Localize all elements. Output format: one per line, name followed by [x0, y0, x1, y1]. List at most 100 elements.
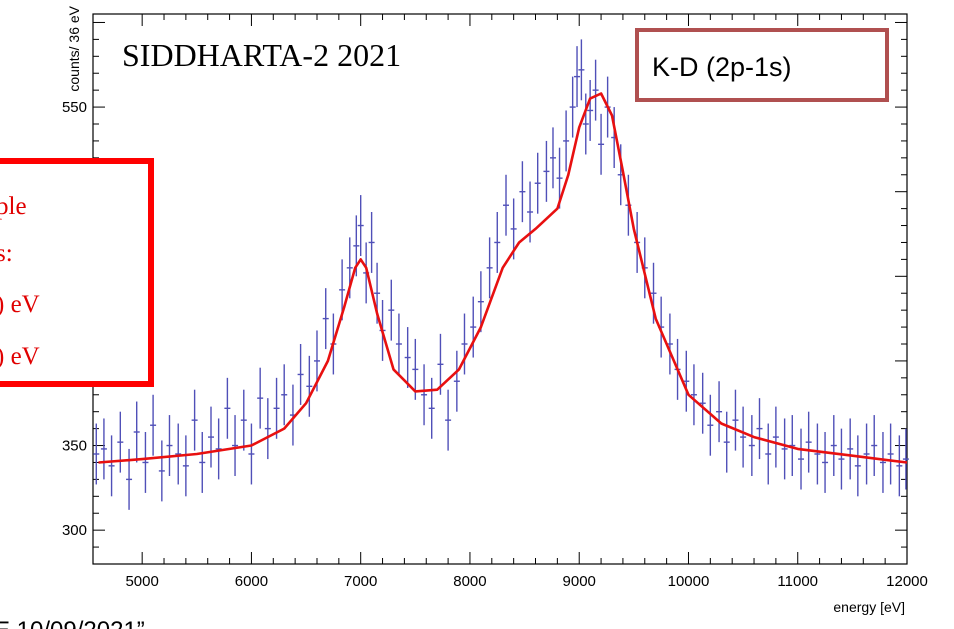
y-tick-labels: 300 350 550 [62, 99, 87, 539]
fit-curve-line [98, 92, 908, 464]
data-point [699, 372, 706, 434]
data-point [534, 152, 541, 214]
data-point [126, 448, 133, 510]
y-tick-label: 350 [62, 438, 87, 455]
data-point [395, 313, 402, 375]
data-point [854, 435, 861, 497]
data-point [368, 212, 375, 273]
data-point [388, 279, 395, 341]
data-point [879, 432, 886, 493]
x-tick-label: 11000 [777, 573, 818, 590]
data-point [224, 377, 231, 439]
data-point [199, 432, 206, 493]
data-point [519, 161, 526, 223]
annotation-line-1: ple [0, 193, 27, 220]
data-point [306, 355, 313, 417]
data-point [574, 46, 581, 108]
x-tick-label: 9000 [563, 573, 596, 590]
data-point [587, 80, 594, 141]
data-point [707, 394, 714, 456]
data-point [477, 271, 484, 333]
data-point [772, 406, 779, 468]
data-point [838, 428, 845, 490]
data-point [723, 411, 730, 473]
data-point [822, 432, 829, 493]
data-point [428, 377, 435, 439]
data-point [264, 398, 271, 460]
data-point [240, 389, 247, 451]
data-point [175, 423, 182, 485]
data-point [902, 428, 909, 490]
data-point [543, 140, 550, 202]
x-tick-label: 7000 [344, 573, 377, 590]
chart-title: SIDDHARTA-2 2021 [122, 37, 401, 73]
data-point [871, 415, 878, 476]
data-point [503, 174, 510, 236]
data-point [208, 406, 215, 468]
x-axis-title: energy [eV] [833, 599, 905, 615]
data-point [453, 350, 460, 412]
label-box-text: K-D (2p-1s) [652, 52, 792, 82]
x-tick-label: 5000 [125, 573, 158, 590]
data-point [598, 113, 605, 175]
data-point [182, 435, 189, 497]
data-point [461, 313, 468, 375]
data-point [756, 398, 763, 460]
data-point [117, 411, 124, 473]
data-point [863, 423, 870, 485]
footer-text: E 10/09/2021” [0, 617, 145, 629]
data-point [486, 237, 493, 299]
data-point [93, 423, 100, 485]
data-point [150, 394, 157, 456]
data-point [765, 423, 772, 485]
fit-series [98, 92, 908, 464]
data-point [789, 415, 796, 476]
data-point [133, 401, 140, 463]
data-point [847, 418, 854, 480]
data-point [578, 39, 585, 101]
data-point [100, 418, 107, 480]
data-point [732, 389, 739, 451]
data-point [814, 423, 821, 485]
y-axis-title: counts/ 36 eV [66, 5, 82, 91]
data-point [470, 296, 477, 358]
data-point [257, 367, 264, 429]
data-point [273, 377, 280, 439]
axis-ticks [93, 14, 908, 564]
data-point [421, 364, 428, 426]
annotation-line-3: ) eV [0, 291, 40, 318]
annotation-box [0, 158, 154, 387]
annotation-line-2: s: [0, 240, 13, 267]
data-point [142, 432, 149, 493]
y-tick-label: 550 [62, 99, 87, 116]
data-point [887, 423, 894, 485]
data-point [357, 195, 364, 256]
annotation-line-4: ) eV [0, 343, 40, 370]
data-point [690, 364, 697, 426]
data-point [781, 418, 788, 480]
x-tick-label: 10000 [668, 573, 710, 590]
x-tick-label: 8000 [453, 573, 486, 590]
data-point [683, 350, 690, 412]
x-tick-label: 6000 [235, 573, 268, 590]
label-box [635, 28, 889, 102]
data-point [716, 381, 723, 443]
data-point [445, 389, 452, 451]
data-point [322, 288, 329, 350]
data-point [281, 364, 288, 426]
data-point [215, 418, 222, 480]
data-point [232, 415, 239, 476]
data-point [569, 76, 576, 138]
data-point [108, 435, 115, 497]
data-point [798, 428, 805, 490]
x-tick-label: 12000 [886, 573, 928, 590]
data-point [740, 406, 747, 468]
x-tick-labels: 5000 6000 7000 8000 9000 10000 11000 12000 [125, 573, 927, 590]
data-point [592, 59, 599, 121]
data-point [437, 333, 444, 395]
data-point [494, 212, 501, 273]
data-point [248, 423, 255, 485]
data-point [158, 440, 165, 502]
data-point [748, 415, 755, 476]
